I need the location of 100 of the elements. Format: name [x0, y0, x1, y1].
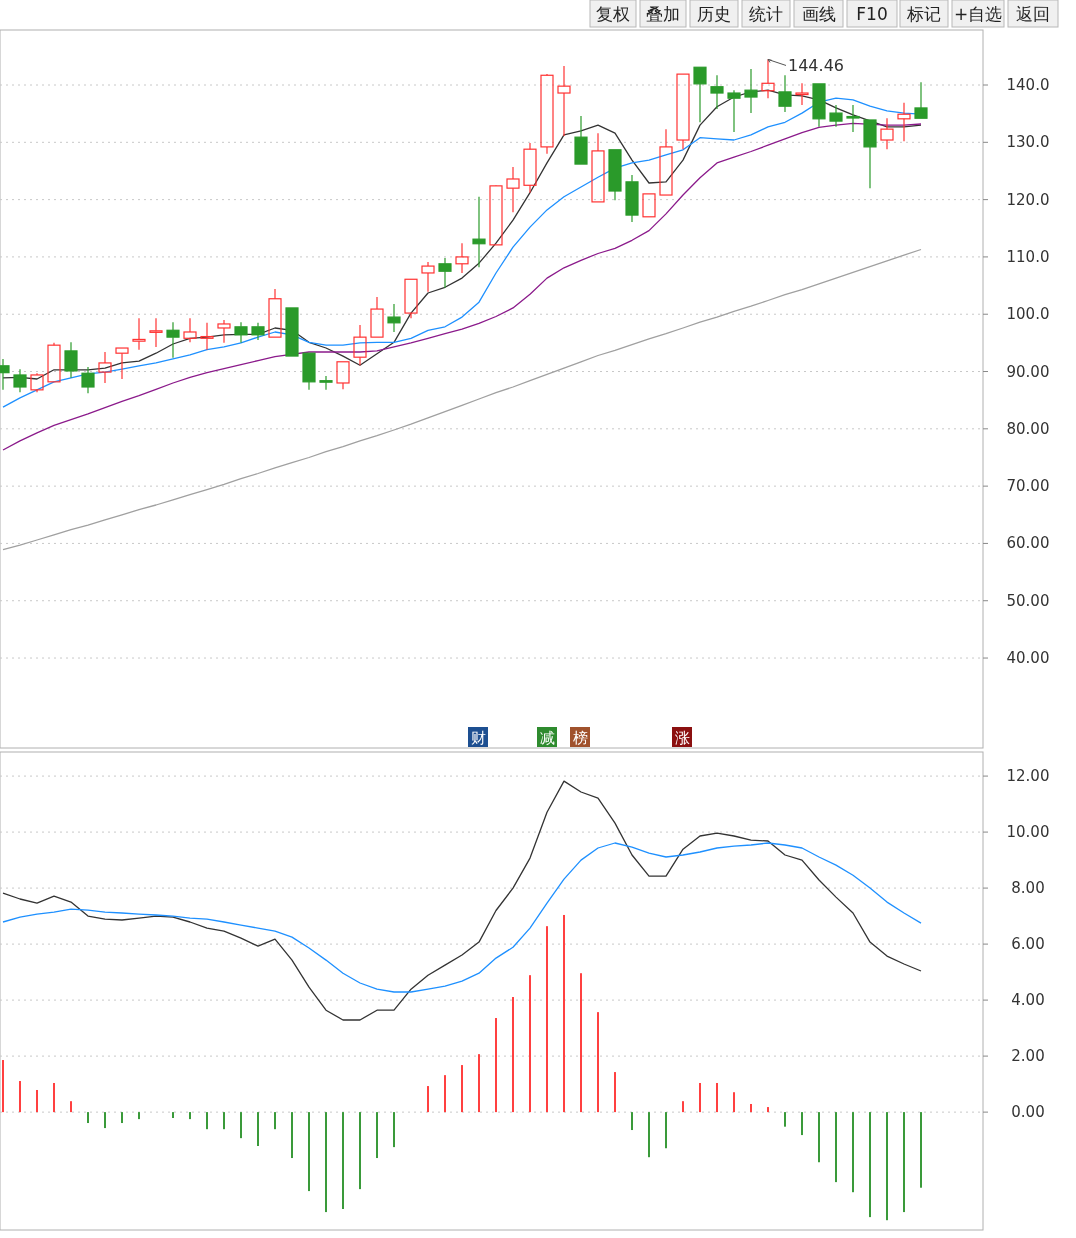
- y-tick-label: 0.00: [1011, 1103, 1045, 1122]
- candlestick: [319, 375, 333, 391]
- bar: [563, 914, 565, 1113]
- candlestick: [540, 74, 554, 155]
- y-tick-label: 10.00: [1006, 823, 1050, 842]
- bar: [223, 1112, 225, 1130]
- bar: [546, 926, 548, 1113]
- bar: [512, 997, 514, 1113]
- bar: [648, 1112, 650, 1158]
- candlestick: [472, 196, 486, 268]
- bar: [2, 1060, 4, 1113]
- bar: [376, 1112, 378, 1159]
- candlestick: [98, 351, 112, 384]
- candlestick: [64, 341, 78, 379]
- y-tick-label: 6.00: [1011, 935, 1045, 954]
- bar: [614, 1072, 616, 1113]
- y-tick-label: 120.0: [1006, 190, 1050, 209]
- candlestick: [81, 366, 95, 394]
- text: 统计: [749, 4, 783, 24]
- bar: [631, 1112, 633, 1131]
- text: 历史: [697, 4, 731, 24]
- y-tick-label: 50.00: [1006, 591, 1050, 610]
- bar: [801, 1112, 803, 1136]
- bar: [53, 1082, 55, 1113]
- bar: [478, 1054, 480, 1113]
- candlestick: [897, 102, 911, 142]
- candlestick: [744, 68, 758, 114]
- bar: [903, 1112, 905, 1213]
- candlestick: [523, 142, 537, 194]
- text: +自选: [953, 4, 1003, 24]
- candlestick: [778, 74, 792, 113]
- y-tick-label: 80.00: [1006, 419, 1050, 438]
- bar: [206, 1112, 208, 1130]
- bar: [308, 1112, 310, 1192]
- y-tick-label: 8.00: [1011, 879, 1045, 898]
- candlestick: [132, 317, 146, 351]
- annotation: 减: [539, 729, 555, 747]
- y-tick-label: 90.00: [1006, 362, 1050, 381]
- bar: [104, 1112, 106, 1129]
- y-tick-label: 60.00: [1006, 534, 1050, 553]
- bar: [852, 1112, 854, 1193]
- y-tick-label: 40.00: [1006, 649, 1050, 668]
- bar: [240, 1112, 242, 1139]
- bar: [172, 1112, 174, 1118]
- candlestick: [557, 65, 571, 137]
- annotation: 榜: [572, 729, 588, 747]
- candlestick: [387, 303, 401, 333]
- candlestick: [455, 242, 469, 274]
- text: 复权: [596, 4, 630, 24]
- bar: [138, 1112, 140, 1120]
- bar: [716, 1082, 718, 1113]
- bar: [920, 1112, 922, 1188]
- bar: [189, 1112, 191, 1120]
- bar: [257, 1112, 259, 1146]
- bar: [733, 1092, 735, 1113]
- candlestick: [217, 319, 231, 344]
- annotation: 财: [470, 729, 486, 747]
- candlestick: [846, 104, 860, 133]
- candlestick: [625, 174, 639, 223]
- candlestick: [438, 257, 452, 289]
- annotation: 涨: [674, 729, 690, 747]
- candlestick: [421, 261, 435, 293]
- y-tick-label: 100.0: [1006, 305, 1050, 324]
- bar: [359, 1112, 361, 1190]
- bar: [291, 1112, 293, 1159]
- candlestick: [727, 89, 741, 133]
- candlestick: [795, 82, 809, 106]
- candlestick: [506, 166, 520, 213]
- bar: [274, 1112, 276, 1130]
- bar: [342, 1112, 344, 1209]
- bar: [784, 1112, 786, 1127]
- bar: [427, 1086, 429, 1113]
- bar: [597, 1012, 599, 1113]
- bar: [121, 1112, 123, 1124]
- bar: [682, 1101, 684, 1113]
- text: 画线: [801, 4, 836, 24]
- candlestick: [166, 321, 180, 359]
- line-series: [2, 248, 922, 551]
- bar: [19, 1081, 21, 1113]
- candlestick: [251, 322, 265, 341]
- bar: [325, 1112, 327, 1213]
- text: 标记: [906, 4, 941, 24]
- y-tick-label: 140.0: [1006, 76, 1050, 95]
- bar: [886, 1112, 888, 1221]
- bar: [818, 1112, 820, 1163]
- bar: [461, 1065, 463, 1113]
- bar: [87, 1112, 89, 1124]
- bar: [665, 1112, 667, 1149]
- candlestick: [353, 324, 367, 366]
- y-tick-label: 110.0: [1006, 247, 1050, 266]
- bar: [750, 1103, 752, 1113]
- y-tick-label: 70.00: [1006, 477, 1050, 496]
- candlestick: [829, 104, 843, 128]
- y-tick-label: 130.0: [1006, 133, 1050, 152]
- bar: [70, 1101, 72, 1113]
- bar: [699, 1082, 701, 1113]
- y-tick-label: 2.00: [1011, 1047, 1045, 1066]
- y-tick-label: 4.00: [1011, 991, 1045, 1010]
- text: F10: [856, 4, 888, 24]
- line-series: [2, 122, 922, 451]
